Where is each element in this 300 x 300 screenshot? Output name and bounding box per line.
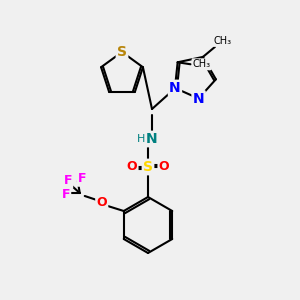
Text: N: N xyxy=(193,92,204,106)
Text: S: S xyxy=(143,160,153,174)
Text: F: F xyxy=(61,188,70,202)
Text: CH₃: CH₃ xyxy=(193,59,211,69)
Text: CH₃: CH₃ xyxy=(214,36,232,46)
Text: S: S xyxy=(117,45,127,59)
Text: O: O xyxy=(96,196,107,209)
Text: H: H xyxy=(137,134,145,144)
Text: F: F xyxy=(77,172,86,185)
Text: N: N xyxy=(169,81,181,95)
Text: F: F xyxy=(64,175,72,188)
Text: N: N xyxy=(146,132,158,146)
Text: O: O xyxy=(159,160,169,173)
Text: O: O xyxy=(127,160,137,173)
